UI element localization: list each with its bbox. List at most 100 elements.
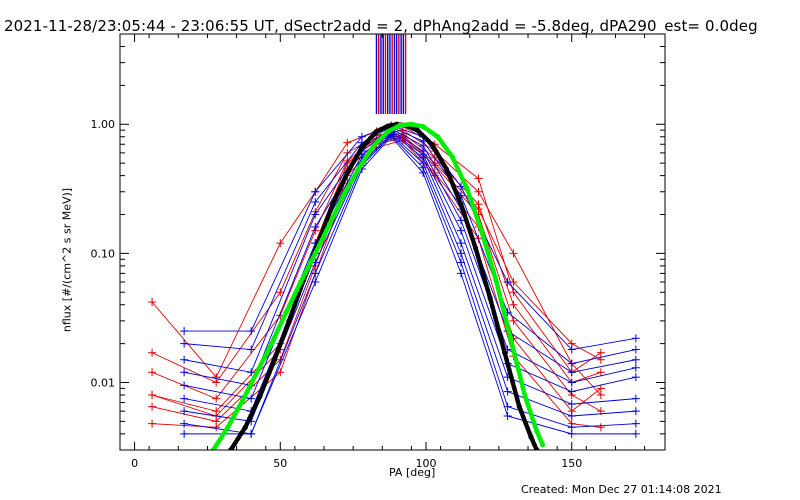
data-point-marker	[311, 269, 320, 278]
data-point-marker	[631, 334, 640, 343]
data-point-marker	[474, 187, 483, 196]
fit-point-green	[464, 185, 470, 191]
fit-point-green	[239, 398, 246, 404]
data-point-marker	[148, 402, 157, 411]
fit-point-green	[449, 154, 455, 160]
fit-point-green	[435, 134, 441, 140]
fit-point-green	[356, 165, 362, 171]
fit-point-green	[539, 442, 546, 448]
fit-point-green	[507, 335, 514, 341]
plot-frame	[119, 33, 666, 451]
fit-point-black	[271, 357, 278, 363]
series-line-blue	[184, 129, 636, 386]
data-point-marker	[509, 288, 518, 297]
fit-point-green	[225, 424, 231, 430]
data-point-marker	[456, 269, 465, 278]
data-point-marker	[247, 394, 256, 403]
data-point-marker	[180, 355, 189, 364]
fit-point-black	[286, 318, 292, 324]
data-point-marker	[567, 345, 576, 354]
top-vertical-bars	[375, 34, 407, 115]
data-point-marker	[596, 423, 605, 432]
series-line-blue	[184, 136, 636, 435]
fit-point-green	[327, 221, 333, 227]
fit-point-black	[429, 141, 435, 147]
y-tick-label: 0.10	[91, 247, 116, 260]
series-line-red	[151, 129, 602, 396]
fit-point-green	[268, 341, 275, 347]
data-point-marker	[631, 394, 640, 403]
data-point-marker	[276, 288, 285, 297]
data-point-marker	[311, 187, 320, 196]
data-point-marker	[180, 407, 189, 416]
data-point-marker	[567, 429, 576, 438]
fit-point-green	[370, 143, 377, 149]
fit-point-green	[385, 128, 391, 135]
series-line-blue	[184, 124, 636, 351]
y-tick-label: 0.01	[91, 376, 116, 389]
data-point-marker	[567, 368, 576, 377]
fit-point-black	[330, 201, 336, 207]
data-point-marker	[631, 373, 640, 382]
data-point-marker	[567, 387, 576, 396]
data-point-marker	[148, 419, 157, 428]
data-point-marker	[343, 159, 352, 168]
fit-point-green	[254, 369, 260, 375]
data-point-marker	[474, 174, 483, 183]
fit-point-green	[522, 393, 528, 400]
data-point-marker	[387, 132, 396, 141]
data-point-marker	[596, 348, 605, 357]
x-axis-label: PA [deg]	[389, 466, 436, 479]
fit-curve-black	[228, 121, 540, 450]
fit-point-black	[443, 166, 450, 172]
fit-point-black	[242, 424, 248, 430]
data-point-marker	[631, 355, 640, 364]
data-point-marker	[567, 412, 576, 421]
y-tick-label: 1.00	[91, 118, 116, 131]
fit-point-green	[420, 123, 426, 130]
fit-point-black	[257, 393, 263, 400]
series-line-blue	[184, 134, 636, 435]
fit-point-green	[478, 228, 484, 234]
data-point-marker	[567, 359, 576, 368]
data-point-marker	[148, 390, 157, 399]
fit-point-green	[493, 277, 499, 283]
data-point-marker	[276, 239, 285, 248]
data-point-marker	[247, 429, 256, 438]
y-axis-label: nflux [#/(cm^2 s sr MeV)]	[60, 187, 74, 333]
fit-point-black	[373, 128, 380, 135]
data-point-marker	[180, 327, 189, 336]
series-line-blue	[184, 126, 636, 365]
x-tick-label: 50	[273, 457, 287, 470]
fit-point-black	[502, 350, 508, 356]
data-point-marker	[596, 384, 605, 393]
fit-point-green	[341, 191, 348, 197]
fit-point-black	[359, 144, 365, 151]
data-point-marker	[311, 210, 320, 219]
data-point-marker	[180, 429, 189, 438]
data-point-marker	[456, 226, 465, 235]
data-point-marker	[509, 300, 518, 309]
data-point-marker	[456, 216, 465, 225]
data-point-marker	[567, 378, 576, 387]
fit-point-green	[283, 309, 289, 315]
fit-point-black	[414, 127, 420, 133]
series-line-red	[151, 132, 602, 400]
data-point-marker	[631, 419, 640, 428]
data-point-marker	[509, 249, 518, 258]
data-point-marker	[631, 345, 640, 354]
fit-point-black	[528, 434, 534, 440]
series-line-blue	[184, 130, 636, 400]
data-point-marker	[311, 223, 320, 232]
data-point-marker	[343, 138, 352, 147]
data-point-marker	[456, 249, 465, 258]
data-point-marker	[148, 368, 157, 377]
data-point-marker	[503, 278, 512, 287]
data-point-marker	[180, 394, 189, 403]
data-point-marker	[456, 239, 465, 248]
data-point-marker	[419, 168, 428, 177]
fit-point-green	[210, 447, 216, 450]
series-line-red	[152, 139, 601, 428]
x-tick-label: 100	[416, 457, 437, 470]
